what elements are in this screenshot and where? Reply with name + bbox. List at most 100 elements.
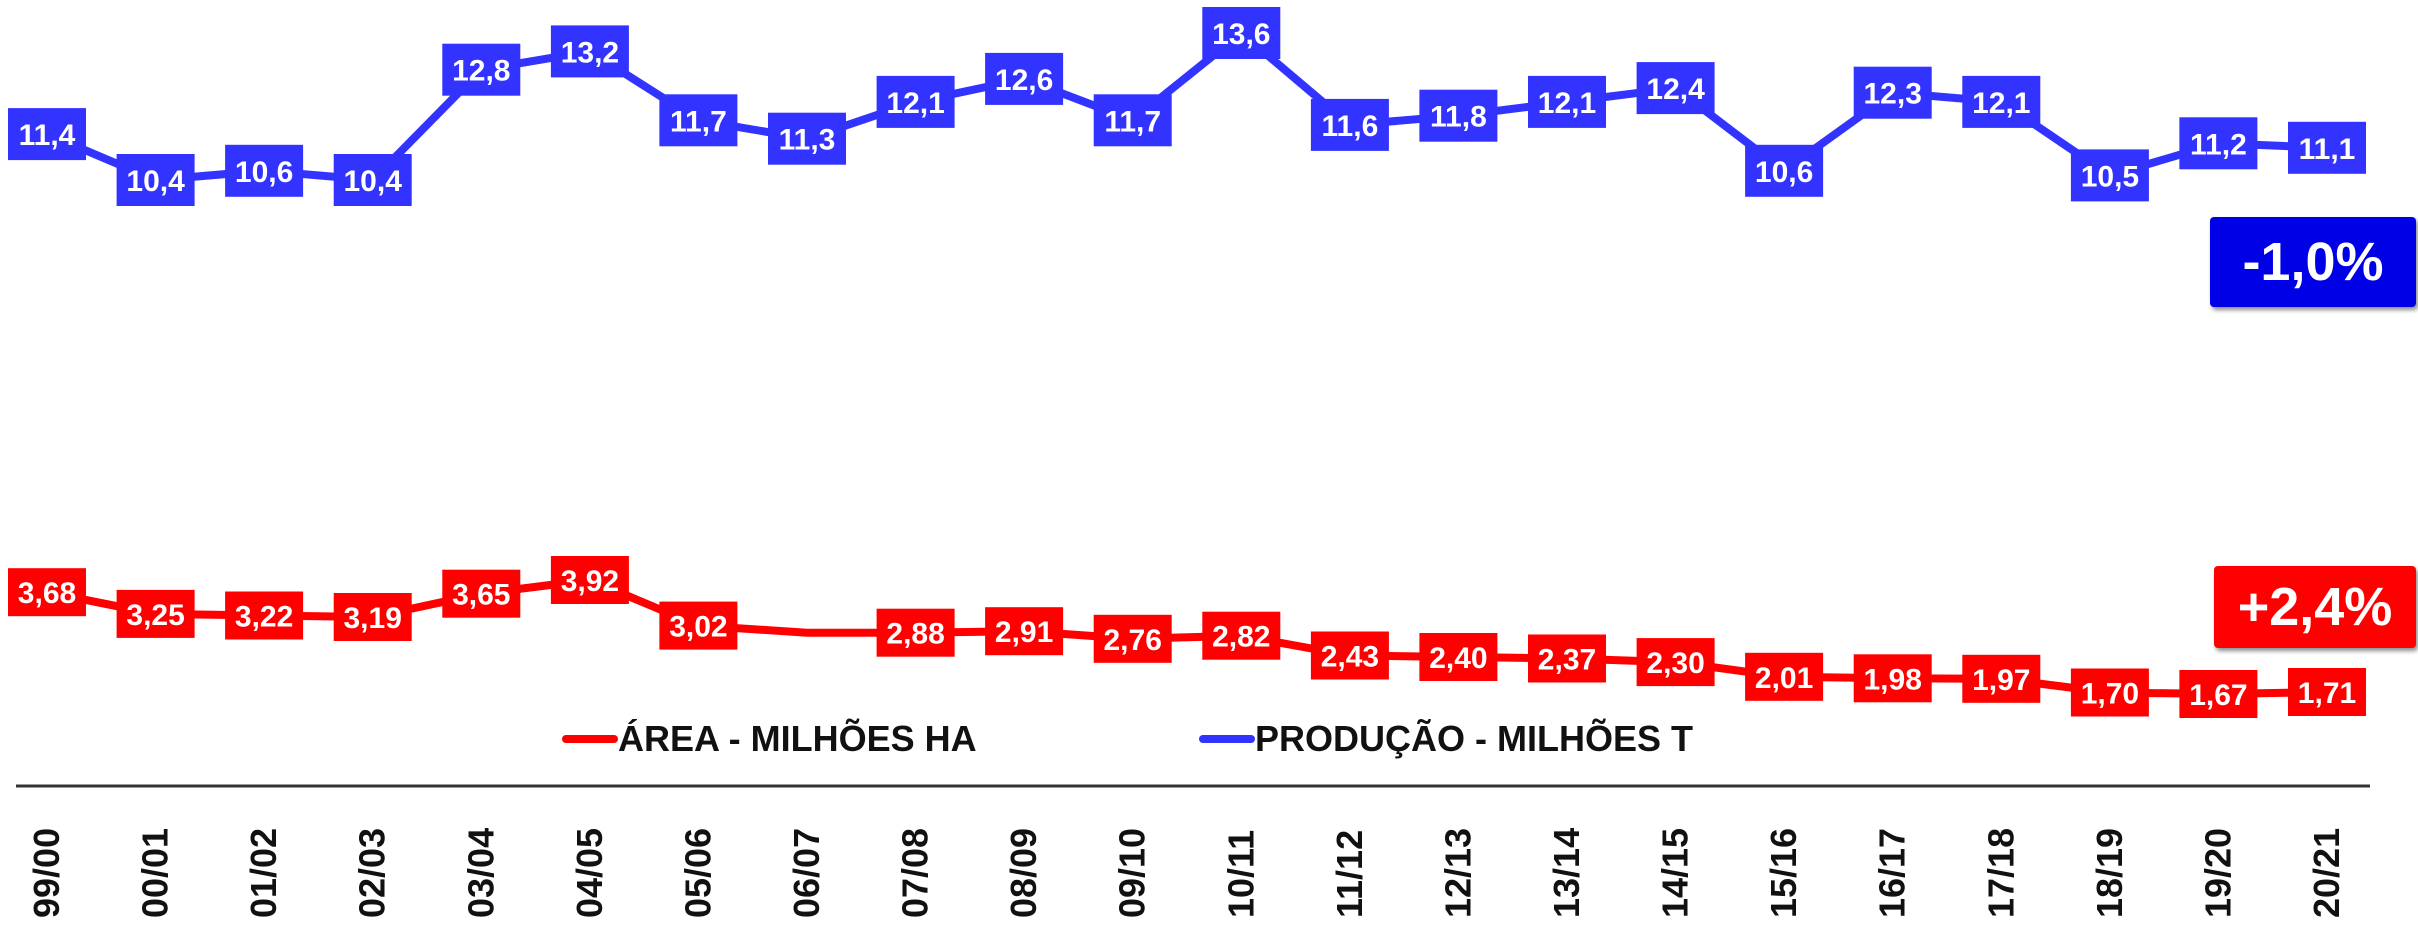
x-tick-label: 18/19 (2089, 828, 2130, 918)
area-data-label-box (985, 607, 1064, 656)
area-data-label-box (1528, 634, 1606, 683)
area-data-label-box (1745, 652, 1824, 701)
x-tick-label: 14/15 (1655, 828, 1696, 918)
production-data-label: 11,8 (1419, 89, 1498, 142)
legend-area-label: ÁREA - MILHÕES HA (618, 717, 977, 759)
area-data-label: 3,65 (442, 569, 521, 618)
production-data-label: 11,6 (1310, 98, 1389, 151)
area-data-label: 2,43 (1310, 631, 1389, 680)
x-tick-label: 02/03 (352, 828, 393, 918)
area-data-label: 1,71 (2288, 668, 2366, 716)
area-data-label-text: 1,97 (1972, 664, 2030, 697)
production-data-label-box (1310, 98, 1389, 151)
production-line (43, 29, 2331, 184)
area-data-label-box (876, 608, 955, 657)
area-data-label-text: 2,76 (1104, 624, 1162, 657)
area-data-label-box (333, 593, 412, 641)
x-tick-label: 11/12 (1329, 830, 1370, 918)
production-data-label: 12,8 (442, 43, 521, 96)
x-tick-label: 00/01 (135, 828, 176, 918)
area-data-label: 1,70 (2070, 668, 2149, 717)
area-data-label-box (442, 569, 521, 618)
area-data-label-box (1962, 654, 2041, 703)
area-data-label-text: 3,25 (126, 599, 184, 632)
production-data-label-box (2288, 121, 2366, 174)
area-data-label-text: 3,68 (18, 577, 76, 610)
production-data-label-box (333, 154, 412, 206)
production-data-label: 11,1 (2288, 121, 2366, 174)
production-data-label-box (1636, 62, 1715, 115)
production-data-label-text: 10,4 (126, 165, 185, 198)
production-data-label: 11,2 (2179, 117, 2258, 170)
production-data-label: 12,1 (1528, 75, 1606, 128)
x-tick-label: 08/09 (1003, 828, 1044, 918)
production-data-label-box (1962, 75, 2041, 128)
production-data-label-text: 12,6 (995, 64, 1053, 97)
production-data-label-text: 11,8 (1430, 101, 1487, 134)
production-data-label-text: 13,2 (561, 36, 619, 69)
production-data-label: 10,4 (333, 154, 412, 206)
area-change-badge: +2,4% (2214, 566, 2416, 648)
x-tick-label: 05/06 (677, 828, 718, 918)
area-data-label-box (1636, 638, 1715, 687)
production-data-label-text: 12,1 (1972, 87, 2030, 120)
area-data-label-text: 3,65 (452, 579, 510, 612)
production-data-label-text: 12,4 (1646, 73, 1705, 106)
production-data-label: 13,2 (550, 25, 629, 78)
production-data-label: 11,7 (659, 94, 738, 147)
production-data-label-box (1093, 94, 1172, 147)
production-data-label-box (116, 154, 195, 206)
area-data-label-text: 3,92 (561, 565, 619, 598)
area-data-label-text: 2,01 (1755, 662, 1813, 695)
production-data-label: 10,4 (116, 154, 195, 206)
area-data-label-text: 3,19 (344, 602, 402, 635)
area-data-label-text: 1,67 (2189, 679, 2247, 712)
x-tick-label: 09/10 (1112, 828, 1153, 918)
production-data-label: 11,3 (768, 112, 846, 165)
area-series: 3,68 3,25 3,22 3,19 3,65 3,92 3,02 2,88 2,91 2,76… (8, 556, 2366, 718)
area-data-label-box (659, 601, 738, 650)
production-data-label-box (659, 94, 738, 147)
production-data-label-box (1528, 75, 1606, 128)
area-data-label-box (2070, 668, 2149, 717)
x-tick-label: 13/14 (1546, 828, 1587, 918)
area-data-label-text: 1,98 (1864, 663, 1922, 696)
x-tick-label: 12/13 (1437, 828, 1478, 918)
production-data-label-text: 11,6 (1322, 110, 1379, 143)
area-data-label-text: 1,70 (2081, 678, 2139, 711)
production-data-label-box (1202, 7, 1281, 59)
area-data-label-box (8, 568, 86, 617)
production-data-label-text: 11,4 (19, 119, 76, 152)
production-data-label: 13,6 (1202, 7, 1281, 59)
area-data-label-text: 2,37 (1538, 644, 1596, 677)
area-data-label: 2,76 (1093, 614, 1172, 663)
area-data-label-box (1093, 614, 1172, 663)
production-data-label: 12,3 (1853, 66, 1932, 119)
production-data-label: 10,5 (2070, 149, 2149, 202)
area-data-label: 2,40 (1419, 633, 1498, 681)
x-tick-label: 17/18 (1980, 828, 2021, 918)
production-data-label-text: 10,6 (1755, 156, 1813, 189)
production-data-label: 11,4 (8, 108, 86, 161)
x-tick-label: 04/05 (569, 828, 610, 918)
production-change-label: -1,0% (2242, 232, 2383, 292)
area-data-label: 3,92 (550, 556, 629, 604)
production-data-label-box (442, 43, 521, 96)
area-data-label: 2,88 (876, 608, 955, 657)
production-data-label-box (1745, 144, 1824, 197)
production-data-label: 10,6 (225, 144, 304, 197)
area-data-label-box (2288, 668, 2366, 716)
production-data-label-text: 12,1 (886, 87, 944, 120)
area-data-label-box (116, 589, 195, 638)
area-line (43, 576, 2331, 698)
production-series: 11,4 10,4 10,6 10,4 12,8 13,2 11,7 11,3 12,1 12,6… (8, 7, 2366, 206)
x-tick-label: 99/00 (26, 828, 67, 918)
production-data-label-box (985, 52, 1064, 105)
x-tick-label: 15/16 (1763, 828, 1804, 918)
production-data-label-box (768, 112, 846, 165)
area-data-label-text: 2,88 (886, 618, 944, 651)
x-tick-label: 16/17 (1872, 828, 1913, 918)
production-data-label: 12,1 (1962, 75, 2041, 128)
production-data-label-box (550, 25, 629, 78)
area-data-label-box (1419, 633, 1498, 681)
